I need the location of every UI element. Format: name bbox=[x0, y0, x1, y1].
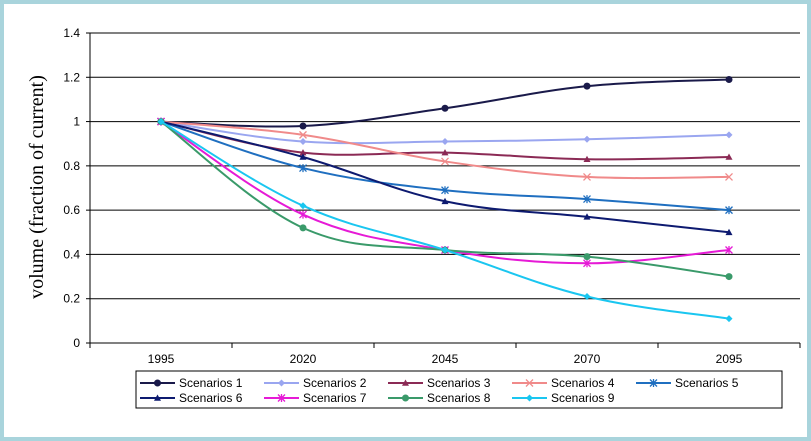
x-tick-labels: 1995 2020 2045 2070 2095 bbox=[148, 352, 743, 366]
legend-label: Scenarios 5 bbox=[675, 376, 739, 390]
data-point bbox=[299, 138, 307, 145]
legend-item: Scenarios 3 bbox=[388, 376, 491, 390]
legend-marker bbox=[526, 394, 533, 402]
axes bbox=[86, 32, 801, 348]
y-tick-label: 0.6 bbox=[63, 203, 80, 217]
legend-marker bbox=[649, 379, 658, 387]
legend-item: Scenarios 2 bbox=[264, 376, 367, 390]
legend-marker bbox=[154, 394, 161, 401]
legend-marker bbox=[525, 379, 534, 387]
data-point bbox=[725, 131, 733, 139]
data-point bbox=[157, 118, 165, 126]
legend-marker bbox=[277, 394, 286, 402]
series-line bbox=[160, 120, 730, 278]
data-point bbox=[725, 246, 733, 254]
data-point bbox=[725, 315, 733, 323]
y-tick-labels: 0 0.2 0.4 0.6 0.8 1 1.2 1.4 bbox=[63, 26, 80, 350]
data-point bbox=[299, 149, 307, 156]
data-point bbox=[441, 138, 449, 145]
y-tick-label: 0.4 bbox=[63, 247, 80, 261]
legend-label: Scenarios 6 bbox=[179, 391, 243, 405]
series-lines bbox=[157, 76, 733, 323]
series-9 bbox=[157, 118, 733, 323]
data-point bbox=[583, 253, 591, 261]
data-point bbox=[441, 157, 449, 166]
data-point bbox=[299, 202, 307, 210]
data-point bbox=[583, 172, 591, 181]
legend-box bbox=[135, 370, 783, 409]
legend-item: Scenarios 1 bbox=[140, 376, 243, 390]
data-point bbox=[725, 153, 733, 160]
legend-item: Scenarios 9 bbox=[512, 391, 615, 405]
y-axis-label: volume (fraction of current) bbox=[26, 75, 48, 299]
legend-label: Scenarios 2 bbox=[303, 376, 367, 390]
data-point bbox=[441, 149, 449, 156]
series-6 bbox=[157, 118, 733, 236]
data-point bbox=[725, 172, 733, 181]
y-tick-label: 0 bbox=[73, 336, 80, 350]
data-point bbox=[725, 228, 733, 236]
data-point bbox=[583, 259, 591, 268]
gridlines bbox=[90, 32, 800, 300]
data-point bbox=[299, 153, 307, 160]
data-point bbox=[583, 155, 591, 163]
series-line bbox=[160, 78, 730, 128]
data-point bbox=[583, 195, 591, 204]
x-tick-label: 2045 bbox=[432, 352, 459, 366]
legend-label: Scenarios 1 bbox=[179, 376, 243, 390]
series-4 bbox=[157, 117, 733, 181]
y-tick-label: 1 bbox=[73, 115, 80, 129]
legend: Scenarios 1 Scenarios 2 Scenarios 3 Scenari… bbox=[135, 370, 783, 409]
legend-item: Scenarios 8 bbox=[388, 391, 491, 405]
data-point bbox=[725, 273, 733, 281]
data-point bbox=[299, 164, 307, 173]
data-point bbox=[299, 224, 307, 232]
legend-label: Scenarios 7 bbox=[303, 391, 367, 405]
data-point bbox=[441, 246, 449, 254]
x-tick-label: 2020 bbox=[290, 352, 317, 366]
y-tick-label: 0.2 bbox=[63, 292, 80, 306]
data-point bbox=[441, 104, 449, 112]
legend-label: Scenarios 8 bbox=[427, 391, 491, 405]
legend-label: Scenarios 3 bbox=[427, 376, 491, 390]
data-point bbox=[725, 206, 733, 215]
data-point bbox=[441, 186, 449, 195]
y-tick-label: 0.8 bbox=[63, 159, 80, 173]
x-tick-label: 1995 bbox=[148, 352, 175, 366]
legend-marker bbox=[154, 379, 161, 387]
data-point bbox=[299, 122, 307, 130]
legend-label: Scenarios 4 bbox=[551, 376, 615, 390]
y-tick-label: 1.4 bbox=[63, 26, 80, 40]
legend-item: Scenarios 4 bbox=[512, 376, 615, 390]
data-point bbox=[441, 197, 449, 205]
data-point bbox=[583, 82, 591, 90]
legend-marker bbox=[402, 394, 409, 402]
legend-marker bbox=[278, 379, 285, 387]
data-point bbox=[583, 213, 591, 220]
legend-item: Scenarios 7 bbox=[264, 391, 367, 405]
data-point bbox=[725, 76, 733, 83]
legend-label: Scenarios 9 bbox=[551, 391, 615, 405]
legend-marker bbox=[402, 379, 409, 386]
x-tick-label: 2070 bbox=[574, 352, 601, 366]
data-point bbox=[299, 130, 307, 139]
data-point bbox=[583, 293, 591, 300]
legend-item: Scenarios 5 bbox=[636, 376, 739, 390]
data-point bbox=[583, 135, 591, 143]
legend-item: Scenarios 6 bbox=[140, 391, 243, 405]
x-tick-label: 2095 bbox=[716, 352, 743, 366]
data-point bbox=[299, 210, 307, 219]
y-tick-label: 1.2 bbox=[63, 70, 80, 84]
